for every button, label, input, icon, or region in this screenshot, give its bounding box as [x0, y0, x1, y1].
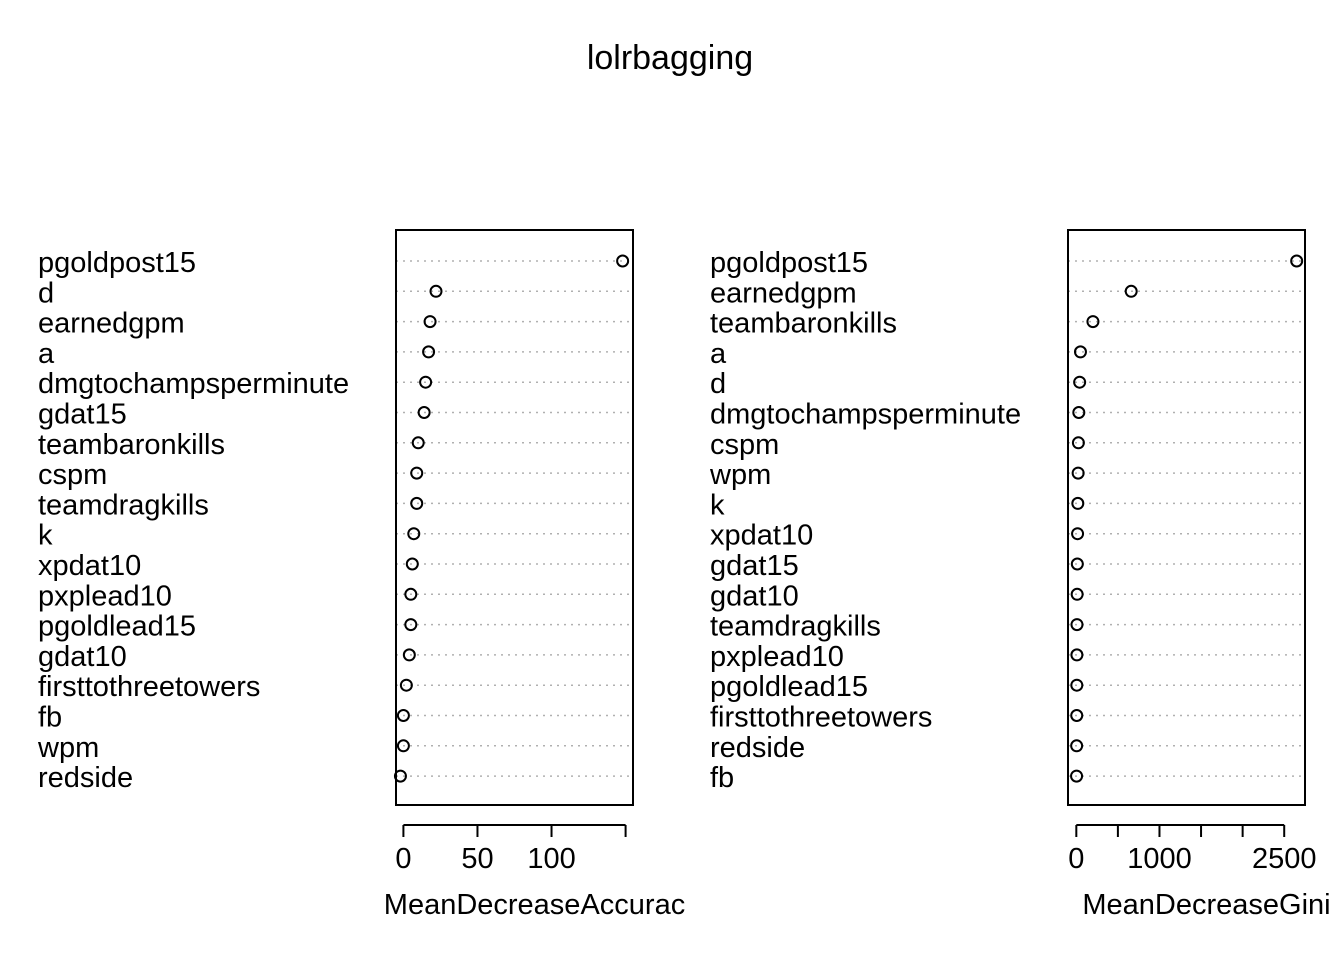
category-label: earnedgpm	[38, 308, 185, 340]
data-point	[429, 284, 443, 298]
data-point	[407, 527, 421, 541]
category-label: redside	[710, 732, 805, 764]
data-point	[1070, 618, 1084, 632]
data-point	[1073, 345, 1087, 359]
category-label: pgoldlead15	[710, 671, 868, 703]
data-point	[417, 406, 431, 419]
plot-frame	[1067, 229, 1306, 806]
x-tick-label: 100	[527, 843, 575, 875]
data-point	[1072, 406, 1086, 419]
category-label: a	[38, 338, 55, 370]
category-label: earnedgpm	[710, 277, 857, 309]
data-point	[399, 678, 413, 692]
gini-panel: pgoldpost15earnedgpmteambaronkillsaddmgt…	[709, 229, 1331, 921]
x-tick-label: 50	[461, 843, 493, 875]
category-label: wpm	[709, 459, 771, 491]
category-label: k	[710, 489, 725, 521]
data-point	[1071, 527, 1085, 541]
data-point	[410, 466, 424, 480]
category-label: pgoldpost15	[710, 247, 868, 279]
category-label: pxplead10	[710, 641, 844, 673]
category-label: pgoldpost15	[38, 247, 196, 279]
data-point	[1070, 739, 1084, 753]
category-label: dmgtochampsperminute	[710, 399, 1021, 431]
data-point	[423, 315, 437, 329]
data-point	[396, 709, 410, 722]
category-label: fb	[710, 762, 734, 794]
data-point	[1070, 769, 1084, 783]
category-label: cspm	[710, 429, 779, 461]
category-label: teamdragkills	[710, 611, 881, 643]
data-point	[402, 648, 416, 662]
category-label: teambaronkills	[38, 429, 225, 461]
data-point	[1071, 436, 1085, 450]
category-label: teamdragkills	[38, 489, 209, 521]
x-tick-label: 0	[395, 843, 411, 875]
category-label: gdat15	[38, 399, 127, 431]
data-point	[1070, 648, 1084, 662]
category-label: k	[38, 520, 53, 552]
category-label: gdat15	[710, 550, 799, 582]
data-point	[1086, 315, 1100, 329]
x-tick-label: 0	[1068, 843, 1084, 875]
data-point	[1290, 254, 1304, 268]
category-label: pxplead10	[38, 580, 172, 612]
category-label: a	[710, 338, 727, 370]
data-point	[404, 587, 418, 601]
data-point	[1070, 709, 1084, 722]
data-point	[404, 618, 418, 632]
data-point	[1071, 496, 1085, 510]
data-point	[393, 769, 407, 783]
category-label: redside	[38, 762, 133, 794]
category-label: firsttothreetowers	[38, 671, 260, 703]
category-label: xpdat10	[710, 520, 813, 552]
category-label: dmgtochampsperminute	[38, 368, 349, 400]
data-point	[396, 739, 410, 753]
category-label: firsttothreetowers	[710, 702, 932, 734]
category-label: d	[710, 368, 726, 400]
x-axis-label: MeanDecreaseAccurac	[384, 889, 685, 921]
category-label: teambaronkills	[710, 308, 897, 340]
category-label: d	[38, 277, 54, 309]
chart-title: lolrbagging	[587, 39, 753, 77]
data-point	[616, 254, 630, 268]
category-label: pgoldlead15	[38, 611, 196, 643]
accuracy-panel: pgoldpost15dearnedgpmadmgtochampsperminu…	[37, 229, 685, 921]
category-label: fb	[38, 702, 62, 734]
category-label: gdat10	[38, 641, 127, 673]
category-label: xpdat10	[38, 550, 141, 582]
data-point	[411, 436, 425, 450]
data-point	[1073, 375, 1087, 389]
data-point	[422, 345, 436, 359]
data-point	[1070, 587, 1084, 601]
category-label: gdat10	[710, 580, 799, 612]
data-point	[1070, 557, 1084, 571]
category-label: wpm	[37, 732, 99, 764]
x-axis-label: MeanDecreaseGini	[1082, 889, 1330, 921]
data-point	[405, 557, 419, 571]
category-label: cspm	[38, 459, 107, 491]
plot-frame	[395, 229, 634, 806]
data-point	[1070, 678, 1084, 692]
data-point	[419, 375, 433, 389]
data-point	[1124, 284, 1138, 298]
data-point	[410, 496, 424, 510]
x-tick-label: 1000	[1127, 843, 1192, 875]
x-tick-label: 2500	[1252, 843, 1317, 875]
data-point	[1071, 466, 1085, 480]
